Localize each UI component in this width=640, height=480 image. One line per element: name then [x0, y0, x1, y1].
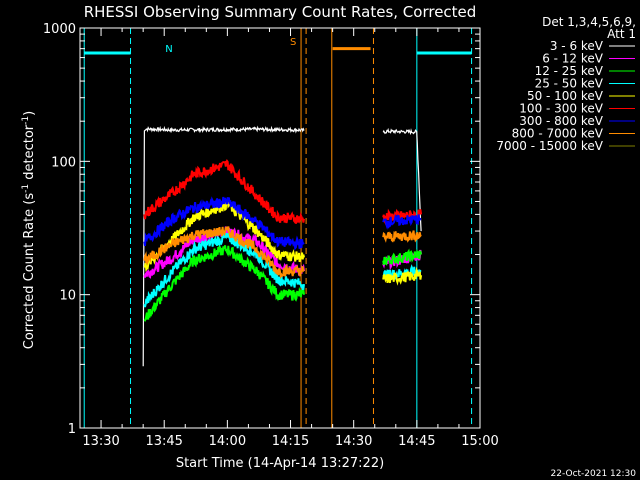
series-25-50-kev-part-1: [143, 232, 305, 308]
legend-label-12-25-kev: 12 - 25 keV: [535, 64, 604, 78]
x-tick-label: 13:30: [82, 434, 119, 449]
series-300-800-kev-part-2: [382, 214, 422, 230]
axis-ticks: 13:30 13:45 14:00 14:15 14:30 14:45 15:00 1 10 10…: [43, 22, 499, 449]
legend-label-50-100-kev: 50 - 100 keV: [527, 89, 604, 103]
y-axis-label: Corrected Count Rate (s-1 detector-1): [21, 111, 37, 349]
legend-header-2: Att 1: [607, 27, 636, 41]
legend-label-100-300-kev: 100 - 300 keV: [519, 102, 603, 116]
x-tick-label: 14:00: [209, 434, 246, 449]
legend-label-25-50-kev: 25 - 50 keV: [535, 77, 604, 91]
x-tick-label: 13:45: [145, 434, 182, 449]
series-800-7000-kev-part-2: [382, 230, 422, 243]
series-100-300-kev-part-2: [382, 208, 423, 226]
x-tick-label: 14:15: [272, 434, 309, 449]
y-tick-label: 1000: [43, 22, 76, 37]
chart-title: RHESSI Observing Summary Count Rates, Co…: [84, 3, 477, 21]
x-tick-label: 15:00: [461, 434, 498, 449]
series-100-300-kev-part-1: [143, 159, 305, 225]
y-tick-label: 1: [68, 422, 76, 437]
y-tick-label: 10: [59, 289, 76, 304]
saa-label: S: [290, 37, 296, 48]
series-12-25-kev-part-2: [382, 248, 423, 266]
series-layer: [142, 125, 423, 367]
series-3-6-kev-part-1: [142, 125, 305, 367]
plot-frame: [79, 27, 481, 429]
x-tick-label: 14:45: [398, 434, 435, 449]
series-50-100-kev-part-2: [382, 266, 423, 286]
x-axis-label: Start Time (14-Apr-14 13:27:22): [176, 456, 384, 471]
footer-date: 22-Oct-2021 12:30: [551, 469, 637, 479]
series-300-800-kev-part-1: [143, 196, 305, 251]
legend-label-300-800-kev: 300 - 800 keV: [519, 114, 603, 128]
legend-header-1: Det 1,3,4,5,6,9,: [542, 15, 636, 29]
legend-label-7000-15000-kev: 7000 - 15000 keV: [496, 139, 603, 153]
plot-border: [79, 27, 481, 429]
flag-layer: NS: [83, 28, 473, 428]
series-3-6-kev-part-2: [382, 127, 422, 232]
x-tick-label: 14:30: [335, 434, 372, 449]
y-tick-label: 100: [51, 155, 76, 170]
legend-label-3-6-kev: 3 - 6 keV: [550, 39, 604, 53]
series-800-7000-kev-part-1: [143, 226, 305, 280]
legend-label-800-7000-kev: 800 - 7000 keV: [512, 127, 604, 141]
series-12-25-kev-part-1: [143, 244, 305, 323]
legend-label-6-12-kev: 6 - 12 keV: [542, 52, 604, 66]
night-label: N: [165, 44, 172, 55]
